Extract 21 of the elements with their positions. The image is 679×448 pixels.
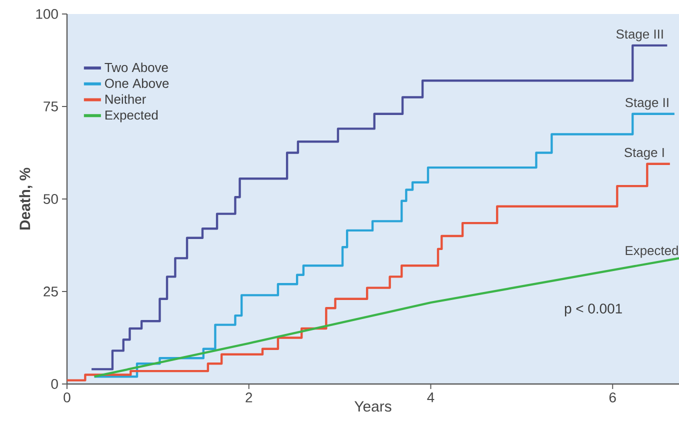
x-tick-label: 6 <box>609 392 616 402</box>
line-series <box>93 257 679 378</box>
legend-label: One Above <box>105 78 169 88</box>
legend-label: Neither <box>105 94 146 104</box>
y-tick-label: 75 <box>44 102 58 112</box>
annotation: Stage III <box>616 30 663 42</box>
annotation: Expected <box>626 246 678 258</box>
y-axis-title: Death, % <box>19 168 32 230</box>
x-axis-title: Years <box>354 401 392 412</box>
annotation: p < 0.001 <box>564 304 622 316</box>
legend-label: Expected <box>105 110 158 122</box>
legend-label: Two Above <box>104 62 168 72</box>
y-tick-label: 100 <box>36 9 58 19</box>
annotation: Stage II <box>625 98 668 110</box>
x-tick-label: 4 <box>427 392 434 402</box>
y-tick-label: 50 <box>44 194 58 204</box>
annotation: Stage I <box>624 148 664 160</box>
y-tick-label: 25 <box>44 286 58 296</box>
y-tick-label: 0 <box>51 379 58 389</box>
x-tick-label: 2 <box>246 392 252 402</box>
x-tick-label: 0 <box>64 392 70 402</box>
